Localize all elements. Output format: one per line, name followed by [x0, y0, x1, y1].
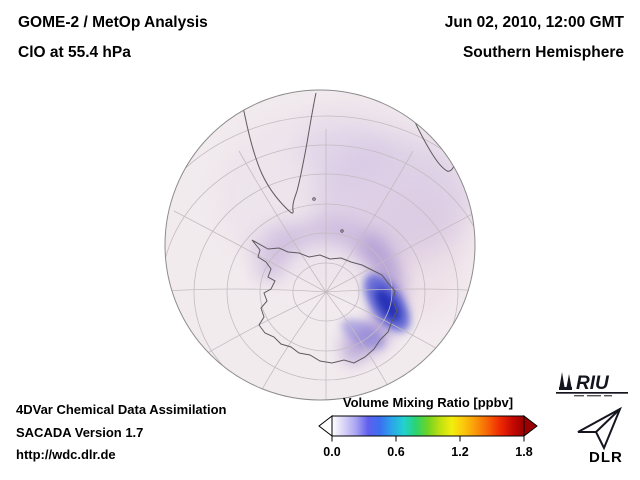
header-right: Jun 02, 2010, 12:00 GMT Southern Hemisph… — [445, 8, 624, 68]
colorbar-title: Volume Mixing Ratio [ppbv] — [342, 395, 514, 410]
clo-hotspot — [341, 274, 411, 349]
colorbar-under-arrow — [318, 415, 333, 438]
riu-rule — [556, 392, 628, 394]
riu-caption-marks — [574, 395, 612, 397]
plot-subtitle: ClO at 55.4 hPa — [18, 44, 131, 61]
footer-url: http://wdc.dlr.de — [16, 447, 116, 462]
coast-antarctica — [251, 239, 398, 364]
colorbar: Volume Mixing Ratio [ppbv] 0.0 0.6 1.2 1… — [318, 395, 538, 459]
footer-version: SACADA Version 1.7 — [16, 424, 144, 440]
dlr-logo — [574, 402, 626, 459]
clo-field-layer — [215, 100, 475, 365]
colorbar-scale — [318, 415, 538, 442]
coastlines — [239, 91, 469, 364]
coast-south-america — [239, 91, 317, 214]
colorbar-labels: 0.0 0.6 1.2 1.8 — [318, 443, 538, 459]
cathedral-icon — [559, 372, 572, 390]
colorbar-tick-label: 0.0 — [323, 445, 341, 459]
colorbar-tick-label: 1.8 — [515, 445, 533, 459]
dlr-emblem-icon — [577, 406, 622, 451]
riu-logo: RIU — [556, 366, 632, 403]
colorbar-over-arrow — [523, 415, 538, 438]
colorbar-ticks — [331, 436, 525, 442]
colorbar-tick-label: 0.6 — [387, 445, 405, 459]
footer-assimilation: 4DVar Chemical Data Assimilation — [16, 402, 227, 417]
footer: 4DVar Chemical Data Assimilation SACADA … — [16, 399, 227, 467]
riu-text: RIU — [576, 373, 610, 394]
plot-date: Jun 02, 2010, 12:00 GMT — [444, 14, 624, 31]
plot-region: Southern Hemisphere — [462, 44, 624, 61]
header-left: GOME-2 / MetOp Analysis ClO at 55.4 hPa — [18, 8, 208, 68]
plot-title: GOME-2 / MetOp Analysis — [18, 14, 208, 31]
colorbar-gradient-bar — [331, 415, 525, 437]
dlr-text: DLR — [589, 449, 623, 466]
globe-rim — [164, 89, 476, 401]
colorbar-tick-label: 1.2 — [451, 445, 469, 459]
